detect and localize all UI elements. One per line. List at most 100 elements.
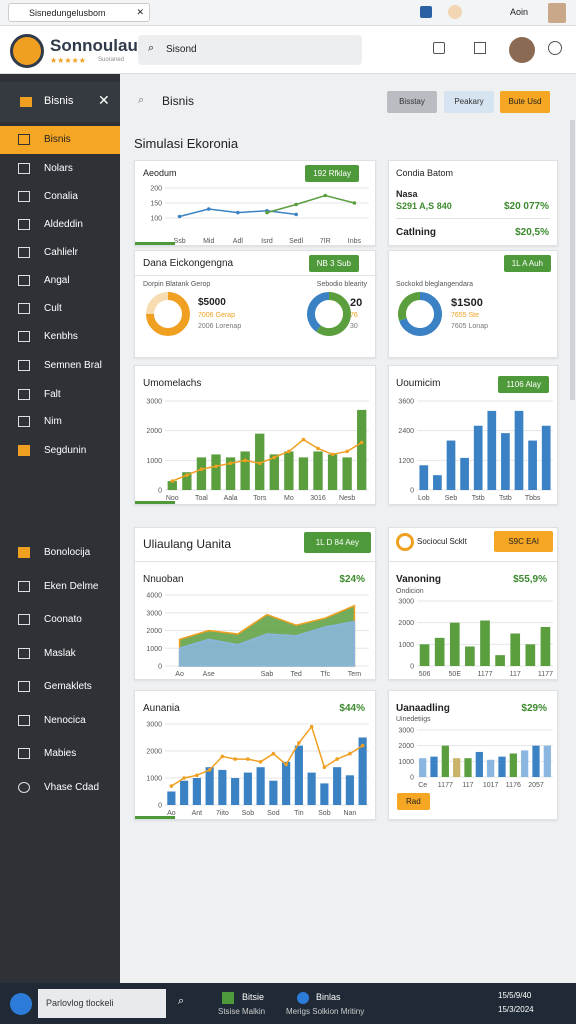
app-icon[interactable] bbox=[222, 992, 234, 1004]
app-icon[interactable] bbox=[297, 992, 309, 1004]
bar bbox=[282, 761, 291, 805]
x-tick-label: Tstb bbox=[499, 495, 512, 502]
search-icon[interactable]: ⌕ bbox=[178, 995, 185, 1007]
scrollbar[interactable] bbox=[570, 120, 575, 400]
point bbox=[177, 214, 182, 219]
nav-item[interactable]: Eken Delme bbox=[0, 573, 120, 601]
bar bbox=[430, 756, 438, 777]
avatar[interactable] bbox=[548, 3, 566, 23]
nav-item[interactable]: Bisnis bbox=[0, 126, 120, 154]
badge[interactable]: 1106 Alay bbox=[498, 376, 549, 393]
nav-label: Coonato bbox=[44, 614, 82, 625]
y-tick-label: 2000 bbox=[146, 428, 162, 435]
row-change: $20 077% bbox=[503, 201, 549, 212]
settings-icon[interactable] bbox=[548, 41, 562, 55]
toolbar-button[interactable]: Bisstay bbox=[387, 91, 437, 113]
start-button[interactable] bbox=[10, 993, 32, 1015]
avatar[interactable] bbox=[509, 37, 535, 63]
y-tick-label: 0 bbox=[410, 775, 414, 782]
y-tick-label: 200 bbox=[150, 186, 162, 193]
icon bbox=[20, 97, 32, 107]
nav-icon bbox=[18, 247, 30, 258]
home-icon[interactable] bbox=[433, 42, 445, 54]
profile-icon[interactable] bbox=[448, 5, 462, 19]
logo[interactable] bbox=[10, 34, 44, 68]
point bbox=[246, 757, 250, 761]
nav-item[interactable]: Cult bbox=[0, 295, 120, 323]
y-tick-label: 3000 bbox=[146, 610, 162, 617]
x-tick-label: Ted bbox=[290, 671, 301, 678]
bar bbox=[182, 472, 192, 490]
nav-item[interactable]: Mabies bbox=[0, 740, 120, 768]
y-tick-label: 2000 bbox=[146, 628, 162, 635]
divider bbox=[396, 218, 550, 219]
nav-item[interactable]: Semnen Bral bbox=[0, 352, 120, 380]
nav-item[interactable]: Maslak bbox=[0, 640, 120, 668]
nav-item[interactable]: Aldeddin bbox=[0, 211, 120, 239]
nav-item[interactable]: Segdunin bbox=[0, 437, 120, 465]
nav-item[interactable]: Nim bbox=[0, 408, 120, 436]
toolbar-button[interactable]: Peakary bbox=[444, 91, 494, 113]
badge[interactable]: NB 3 Sub bbox=[308, 255, 359, 272]
bar bbox=[167, 481, 177, 490]
card-note: Uinedetiigs bbox=[396, 716, 431, 723]
bar bbox=[231, 778, 240, 805]
badge[interactable]: Rad bbox=[397, 793, 430, 810]
nav-item[interactable]: Nolars bbox=[0, 155, 120, 183]
taskbar-search[interactable]: Parlovlog tlockeli bbox=[38, 989, 166, 1018]
chart: 100 150 200 Ssb Mid Adl Isrd Sedl 7IR Inbs bbox=[150, 186, 369, 245]
nav-label: Segdunin bbox=[44, 445, 87, 456]
nav-item[interactable]: Conalia bbox=[0, 183, 120, 211]
notify-icon[interactable] bbox=[474, 42, 486, 54]
badge[interactable]: 1L D 84 Aey bbox=[303, 532, 371, 553]
nav-item[interactable]: Cahlielr bbox=[0, 239, 120, 267]
nav-item[interactable]: Kenbhs bbox=[0, 323, 120, 351]
badge[interactable]: 192 Rfklay bbox=[305, 165, 359, 182]
bar bbox=[313, 451, 323, 490]
nav-item[interactable]: Gemaklets bbox=[0, 673, 120, 701]
x-tick-label: Ant bbox=[192, 810, 203, 817]
bar bbox=[298, 457, 309, 490]
x-tick-label: Ase bbox=[203, 671, 215, 678]
point bbox=[169, 784, 174, 788]
y-tick-label: 3000 bbox=[398, 599, 414, 606]
x-tick-label: Sedl bbox=[289, 238, 303, 245]
nav-icon bbox=[18, 647, 30, 659]
donut-segment bbox=[307, 292, 330, 332]
clock-time: 15/5/9/40 bbox=[498, 991, 532, 1000]
bar bbox=[543, 745, 551, 777]
badge[interactable]: S9C EAI bbox=[494, 531, 553, 552]
close-icon[interactable]: ✕ bbox=[136, 7, 144, 17]
card: Uanaadling $29% Uinedetiigs 0 1000 2000 3000 Ce… bbox=[388, 690, 558, 820]
bar bbox=[498, 756, 506, 777]
browser-tab[interactable]: Sisnedungelusbom ✕ bbox=[8, 3, 150, 22]
nav-icon bbox=[18, 275, 30, 286]
close-icon[interactable]: ✕ bbox=[98, 92, 110, 108]
app-title[interactable]: Bitsie bbox=[242, 992, 265, 1002]
x-tick-label: Ssb bbox=[174, 238, 186, 245]
app-icon[interactable] bbox=[420, 6, 432, 18]
nav-item[interactable]: Bonolocija bbox=[0, 539, 120, 567]
nav-label: Vhase Cdad bbox=[44, 781, 100, 793]
chart bbox=[307, 292, 351, 336]
legend-item: 76 bbox=[350, 312, 358, 319]
bar bbox=[475, 751, 483, 777]
sidebar-header: Bisnis ✕ bbox=[0, 82, 120, 122]
nav-item[interactable]: Angal bbox=[0, 267, 120, 295]
search-box[interactable]: ⌕ Sisond bbox=[138, 35, 362, 65]
nav-item[interactable]: Vhase Cdad bbox=[0, 774, 120, 802]
row-label: Catlning bbox=[396, 227, 436, 238]
bar bbox=[357, 409, 367, 490]
app-title[interactable]: Binlas bbox=[316, 992, 341, 1002]
bar bbox=[441, 745, 449, 777]
y-tick-label: 150 bbox=[150, 201, 162, 208]
badge[interactable]: 1L A Auh bbox=[503, 255, 551, 272]
nav-item[interactable]: Falt bbox=[0, 381, 120, 409]
chart: 0 1000 2000 3000 Ce 1177 117 1017 1176 2057 bbox=[398, 728, 553, 789]
nav-label: Mabies bbox=[44, 748, 77, 759]
toolbar-button[interactable]: Bute Usd bbox=[500, 91, 550, 113]
nav-item[interactable]: Coonato bbox=[0, 606, 120, 634]
point bbox=[348, 751, 352, 756]
nav-item[interactable]: Nenocica bbox=[0, 707, 120, 735]
y-tick-label: 2400 bbox=[398, 428, 414, 435]
